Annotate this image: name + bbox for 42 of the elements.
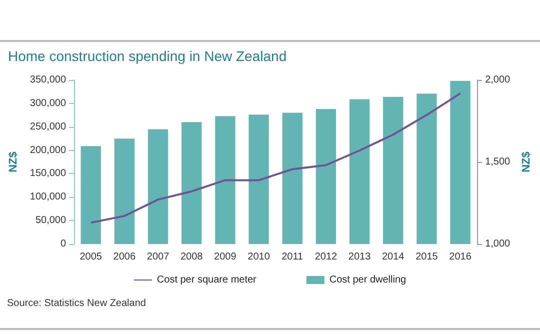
line-series <box>90 92 462 224</box>
bar <box>80 146 101 244</box>
bar <box>148 129 168 244</box>
bar <box>383 96 404 244</box>
y-tick-label: 350,000 <box>30 74 66 86</box>
y-tick-label: 200,000 <box>30 144 66 156</box>
bar <box>282 112 302 244</box>
x-tick-label: 2009 <box>214 252 237 262</box>
y2-tick-label: 2,000 <box>485 74 511 86</box>
bar <box>416 94 437 244</box>
x-tick-label: 2006 <box>113 252 136 262</box>
x-tick-label: 2010 <box>248 252 270 262</box>
x-tick-label: 2016 <box>449 252 472 262</box>
bar <box>182 122 202 244</box>
legend-label: Cost per square meter <box>156 274 258 286</box>
source-note: Source: Statistics New Zealand <box>7 298 146 309</box>
x-tick-label: 2007 <box>146 252 170 262</box>
y-axis-title: NZ$ <box>8 152 20 172</box>
bar <box>349 99 370 244</box>
chart-title: Home construction spending in New Zealand <box>8 48 287 64</box>
bar <box>114 138 134 244</box>
legend-label: Cost per dwelling <box>329 274 406 286</box>
y-tick-label: 300,000 <box>30 98 66 109</box>
y2-tick-label: 1,000 <box>485 238 511 250</box>
x-tick-label: 2013 <box>348 252 372 262</box>
x-tick-label: 2012 <box>314 252 338 262</box>
x-tick-label: 2011 <box>282 252 304 262</box>
y-tick-label: 0 <box>60 238 66 250</box>
x-tick-label: 2005 <box>80 252 102 262</box>
y2-tick-label: 1,500 <box>485 156 511 168</box>
y-tick-label: 150,000 <box>30 168 66 180</box>
y2-axis-title: NZ$ <box>520 152 532 172</box>
y-tick-label: 100,000 <box>30 192 66 203</box>
bar <box>316 109 336 244</box>
x-tick-label: 2008 <box>180 252 204 262</box>
y-tick-label: 50,000 <box>35 215 66 226</box>
x-tick-label: 2015 <box>416 252 438 262</box>
x-tick-label: 2014 <box>382 252 405 262</box>
bar <box>248 114 269 244</box>
y-tick-label: 250,000 <box>30 121 66 132</box>
bar <box>450 80 470 244</box>
bar <box>215 116 236 244</box>
